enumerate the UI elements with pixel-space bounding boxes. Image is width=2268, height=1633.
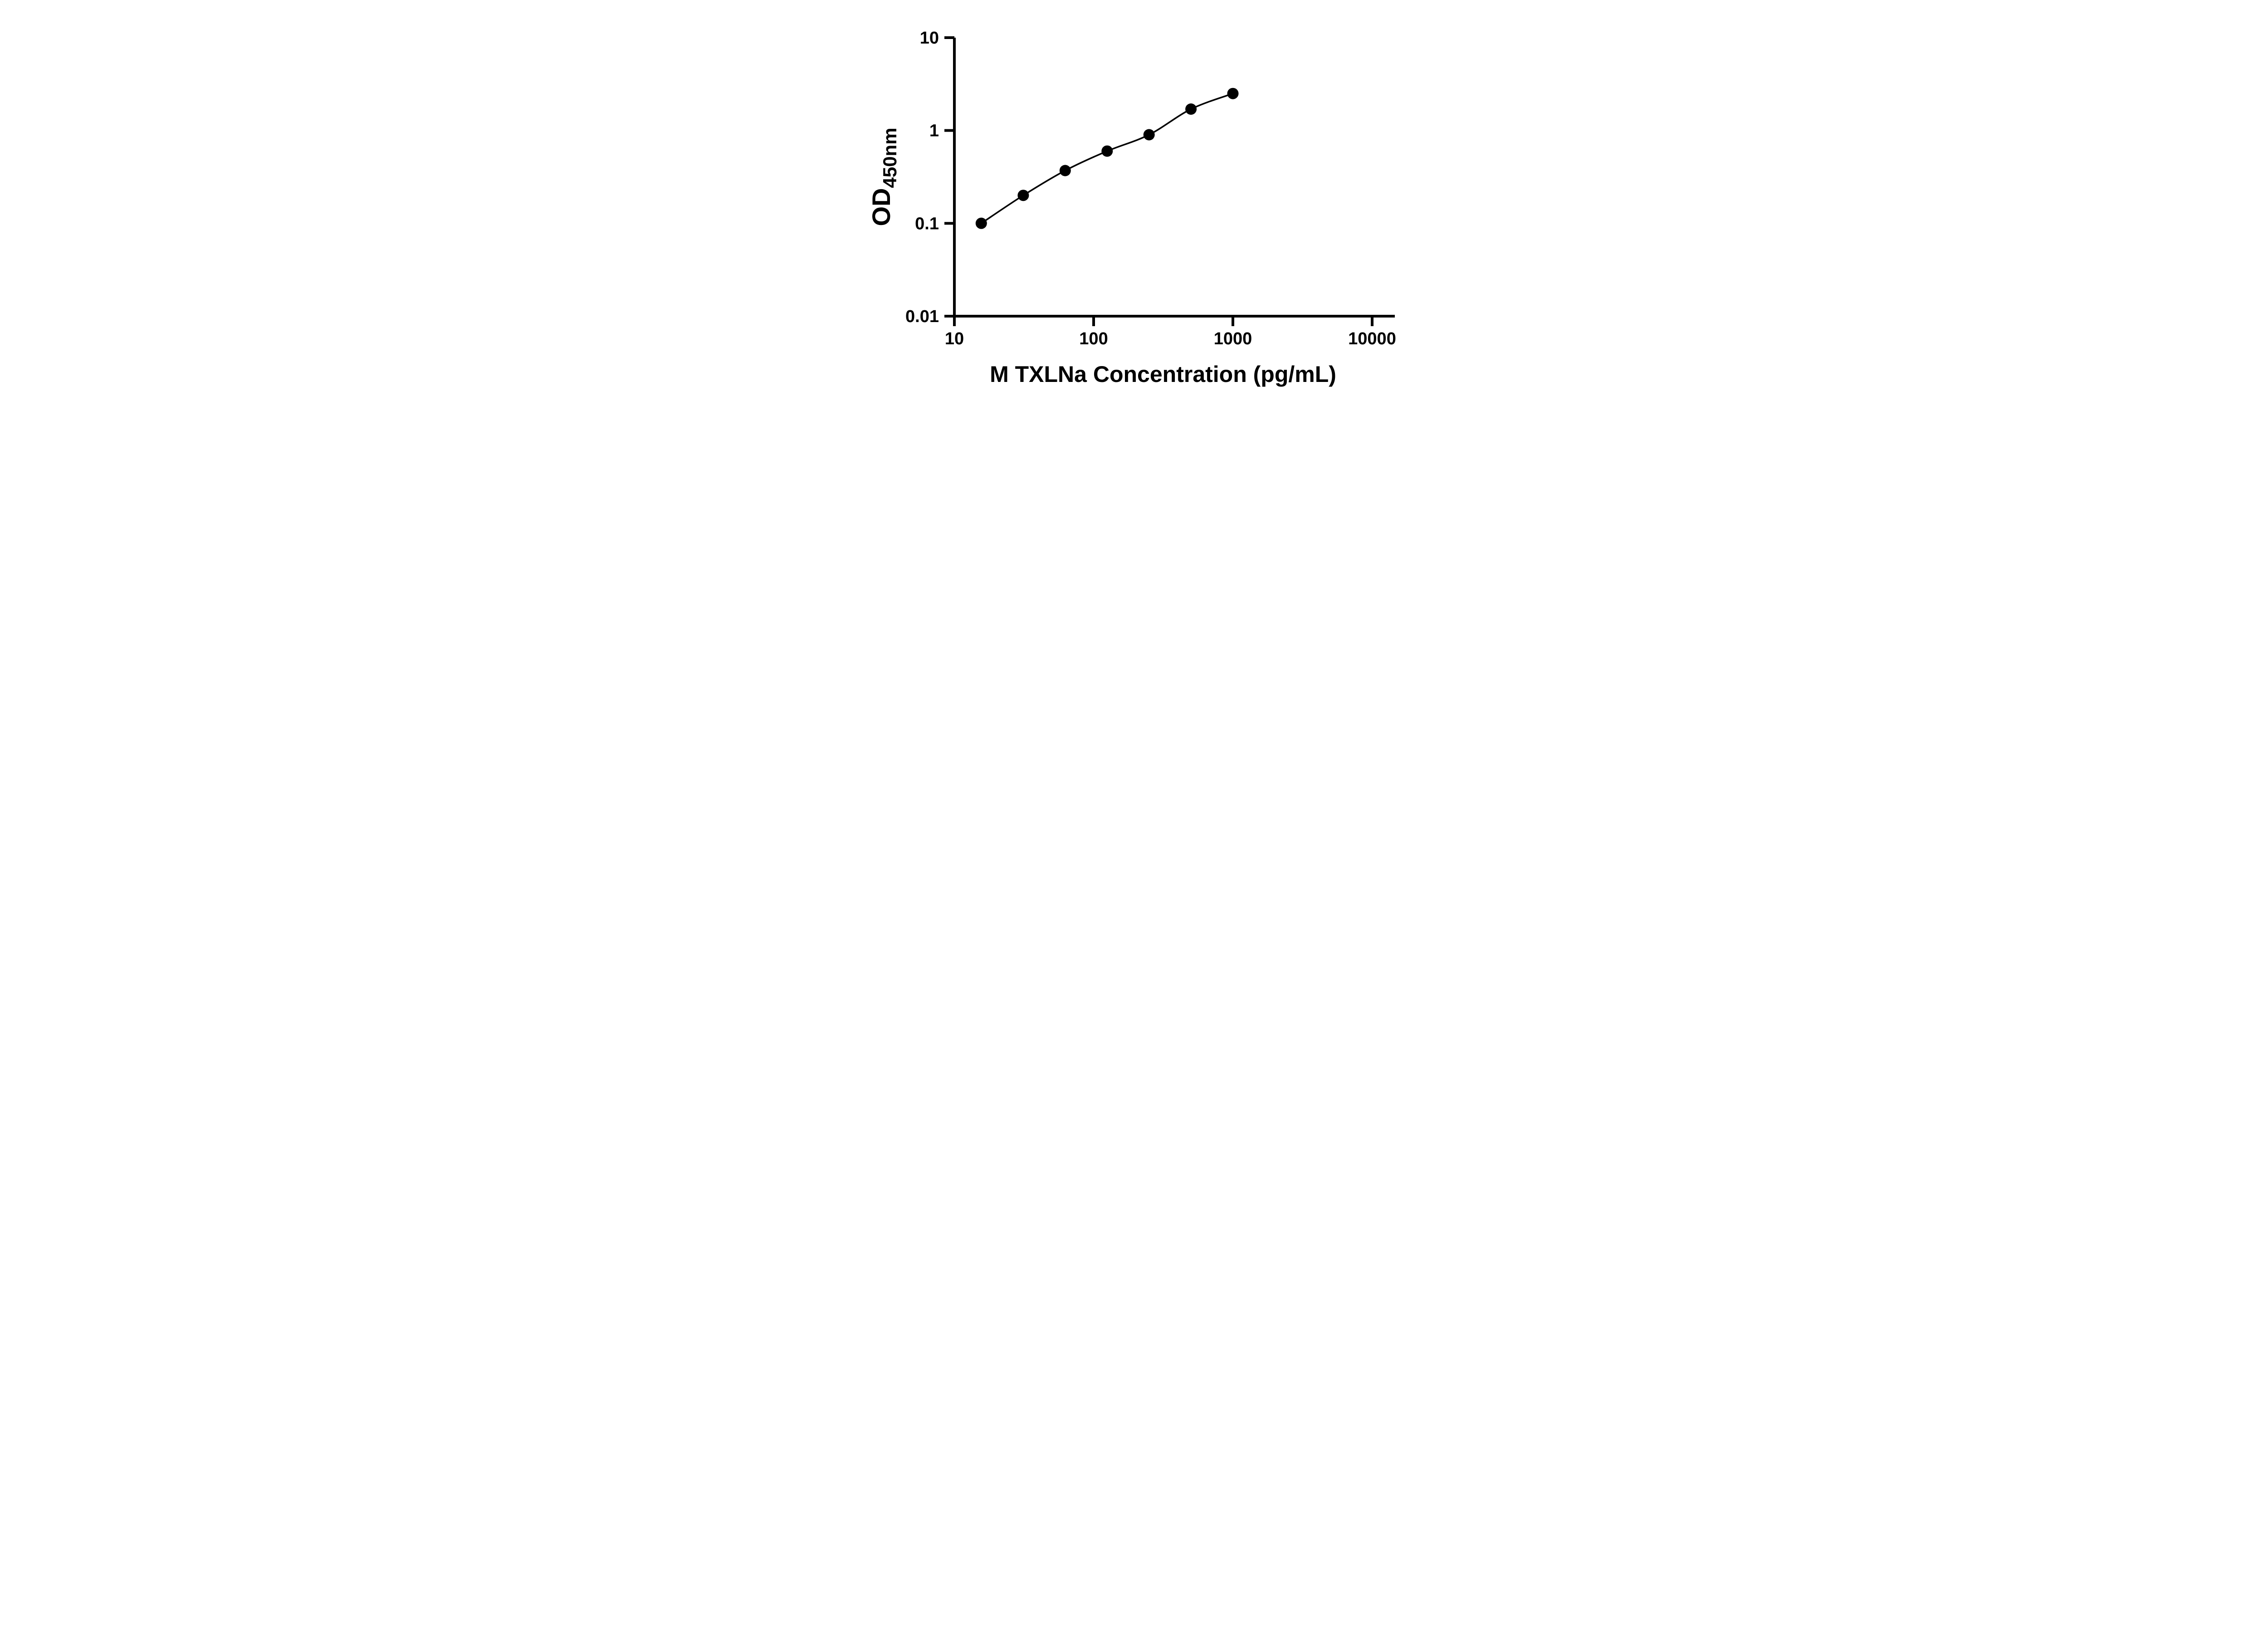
x-tick-label: 10 xyxy=(944,329,963,348)
x-axis-title: M TXLNa Concentration (pg/mL) xyxy=(990,362,1336,387)
axis-spine xyxy=(953,38,1395,318)
data-point-marker xyxy=(1143,129,1155,141)
y-tick-label: 0.01 xyxy=(905,307,939,326)
y-axis-title-main: OD xyxy=(867,188,895,226)
y-tick-label: 10 xyxy=(919,29,938,48)
y-tick-label: 0.1 xyxy=(915,214,939,233)
data-layer xyxy=(975,88,1238,229)
svg-text:OD450nm: OD450nm xyxy=(867,127,900,226)
axes-layer: 0.01 0.1 1 10 10 100 1000 10000 xyxy=(905,29,1396,348)
x-tick-label: 100 xyxy=(1079,329,1108,348)
data-point-marker xyxy=(1059,165,1071,176)
x-tick-label: 1000 xyxy=(1213,329,1252,348)
data-point-marker xyxy=(1227,88,1238,99)
data-point-marker xyxy=(1101,145,1113,157)
y-tick-label: 1 xyxy=(929,122,938,141)
y-axis-title: OD450nm xyxy=(867,127,900,226)
data-point-marker xyxy=(1017,190,1029,201)
y-axis-title-subscript: 450nm xyxy=(879,127,900,188)
data-point-marker xyxy=(975,217,987,229)
standard-curve-line xyxy=(980,93,1234,225)
x-tick-label: 10000 xyxy=(1348,329,1396,348)
elisa-standard-curve-figure: 0.01 0.1 1 10 10 100 1000 10000 M TXLNa Concent… xyxy=(842,0,1426,408)
data-point-marker xyxy=(1185,103,1197,115)
plot-area: 0.01 0.1 1 10 10 100 1000 10000 M TXLNa Concent… xyxy=(867,29,1396,387)
